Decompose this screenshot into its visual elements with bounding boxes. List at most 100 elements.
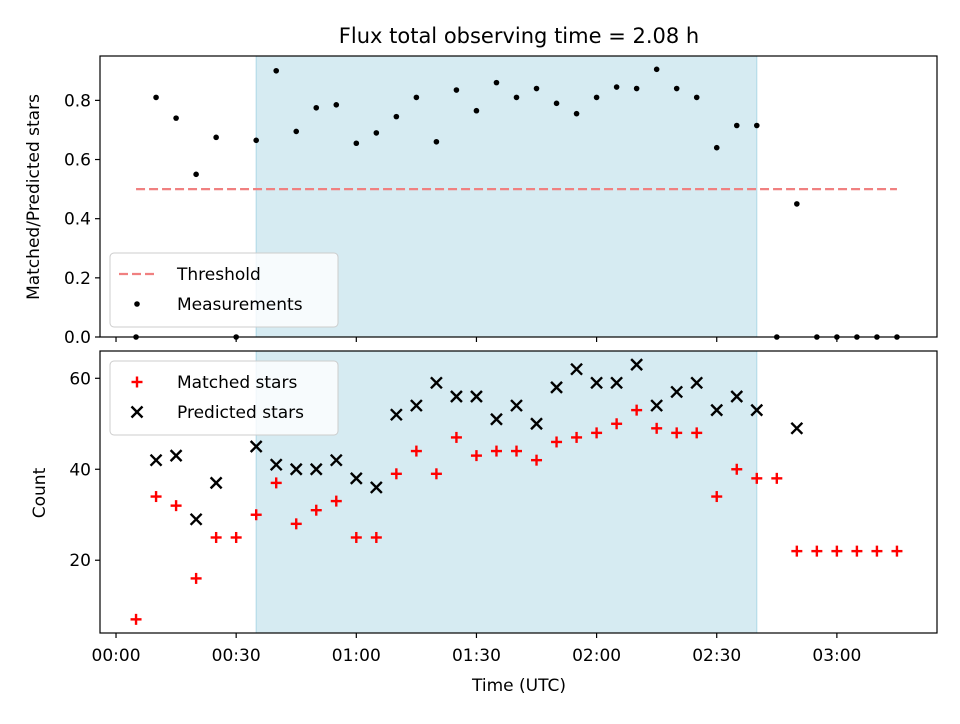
data-point bbox=[393, 113, 400, 120]
data-point bbox=[671, 427, 683, 439]
data-point bbox=[369, 481, 383, 494]
data-point bbox=[333, 102, 340, 108]
data-point bbox=[169, 449, 183, 462]
data-point bbox=[390, 408, 403, 422]
data-point bbox=[510, 399, 523, 412]
x-tick-label: 01:00 bbox=[332, 646, 381, 666]
data-point bbox=[790, 421, 804, 435]
data-point bbox=[173, 115, 179, 121]
data-point bbox=[493, 79, 500, 86]
data-point bbox=[410, 445, 422, 457]
data-point bbox=[430, 376, 443, 390]
x-tick-label: 00:00 bbox=[92, 646, 141, 666]
top-observing-span bbox=[255, 55, 758, 338]
top-y-tick-label: 0.4 bbox=[64, 210, 91, 230]
top-panel-ylabel: Matched/Predicted stars bbox=[24, 94, 44, 300]
data-point bbox=[651, 422, 663, 434]
data-point bbox=[513, 94, 520, 101]
legend-box bbox=[109, 360, 339, 436]
bottom-legend: Matched stars Predicted stars bbox=[109, 360, 339, 436]
data-point bbox=[470, 390, 483, 403]
data-point bbox=[693, 94, 700, 101]
data-point bbox=[751, 472, 763, 484]
data-point bbox=[189, 512, 203, 526]
data-point bbox=[713, 144, 720, 151]
bottom-series-matched-stars bbox=[130, 404, 903, 625]
data-point bbox=[373, 130, 380, 136]
data-point bbox=[753, 122, 760, 129]
top-series-measurements bbox=[133, 66, 900, 340]
data-point bbox=[273, 67, 280, 74]
data-point bbox=[590, 376, 603, 390]
data-point bbox=[831, 545, 843, 557]
data-point bbox=[611, 418, 623, 430]
data-point bbox=[613, 84, 620, 90]
bottom-plot-frame bbox=[99, 350, 938, 634]
top-y-tick-label: 0.2 bbox=[64, 269, 91, 289]
data-point bbox=[891, 545, 903, 557]
data-point bbox=[413, 94, 420, 101]
data-point bbox=[750, 403, 764, 417]
data-point bbox=[631, 404, 643, 416]
data-point bbox=[309, 462, 323, 476]
data-point bbox=[269, 458, 283, 472]
data-point bbox=[289, 462, 303, 476]
data-point bbox=[450, 431, 462, 443]
data-point bbox=[150, 491, 162, 503]
data-point bbox=[230, 531, 242, 543]
data-point bbox=[731, 463, 743, 475]
legend-label: Matched stars bbox=[177, 373, 297, 393]
top-y-tick-label: 0.0 bbox=[64, 328, 91, 348]
data-point bbox=[633, 85, 640, 92]
data-point bbox=[473, 107, 480, 114]
data-point bbox=[673, 85, 680, 92]
data-point bbox=[570, 362, 583, 376]
data-point bbox=[293, 128, 300, 135]
data-point bbox=[253, 137, 259, 144]
data-point bbox=[573, 110, 580, 117]
data-point bbox=[390, 468, 402, 480]
legend-box bbox=[109, 252, 339, 328]
x-tick-label: 01:30 bbox=[452, 646, 501, 666]
data-point bbox=[730, 390, 744, 403]
x-tick-label: 02:00 bbox=[572, 646, 621, 666]
data-point bbox=[530, 417, 543, 431]
data-point bbox=[710, 403, 724, 417]
data-point bbox=[553, 100, 560, 107]
legend-marker bbox=[130, 405, 144, 419]
data-point bbox=[149, 453, 163, 467]
data-point bbox=[811, 545, 823, 557]
data-point bbox=[450, 390, 463, 403]
x-tick-label: 03:00 bbox=[812, 646, 861, 666]
top-legend: Threshold Measurements bbox=[109, 252, 339, 328]
top-panel: 0.0 0.2 0.4 0.6 0.8 Threshold Measurements bbox=[64, 55, 938, 348]
bottom-series-predicted-stars bbox=[149, 358, 804, 526]
data-point bbox=[771, 472, 783, 484]
legend-label: Threshold bbox=[176, 265, 261, 285]
legend-marker bbox=[134, 301, 140, 307]
data-point bbox=[270, 477, 282, 489]
bottom-panel: 20 40 60 00:00 00:30 01:00 01:30 02:00 02:30 03:0… bbox=[69, 350, 938, 666]
data-point bbox=[130, 613, 142, 625]
data-point bbox=[591, 427, 603, 439]
data-point bbox=[690, 376, 704, 390]
data-point bbox=[871, 545, 883, 557]
data-point bbox=[190, 572, 202, 584]
legend-label: Measurements bbox=[177, 295, 303, 315]
data-point bbox=[794, 201, 800, 207]
data-point bbox=[650, 399, 664, 412]
data-point bbox=[571, 431, 583, 443]
data-point bbox=[791, 545, 803, 557]
data-point bbox=[209, 476, 223, 490]
data-point bbox=[310, 504, 322, 516]
chart-title: Flux total observing time = 2.08 h bbox=[339, 24, 699, 48]
data-point bbox=[551, 436, 563, 448]
data-point bbox=[470, 450, 482, 462]
data-point bbox=[670, 385, 684, 399]
data-point bbox=[550, 381, 563, 394]
data-point bbox=[313, 104, 320, 111]
data-point bbox=[350, 531, 362, 543]
data-point bbox=[249, 440, 263, 453]
bottom-observing-span bbox=[255, 350, 758, 634]
